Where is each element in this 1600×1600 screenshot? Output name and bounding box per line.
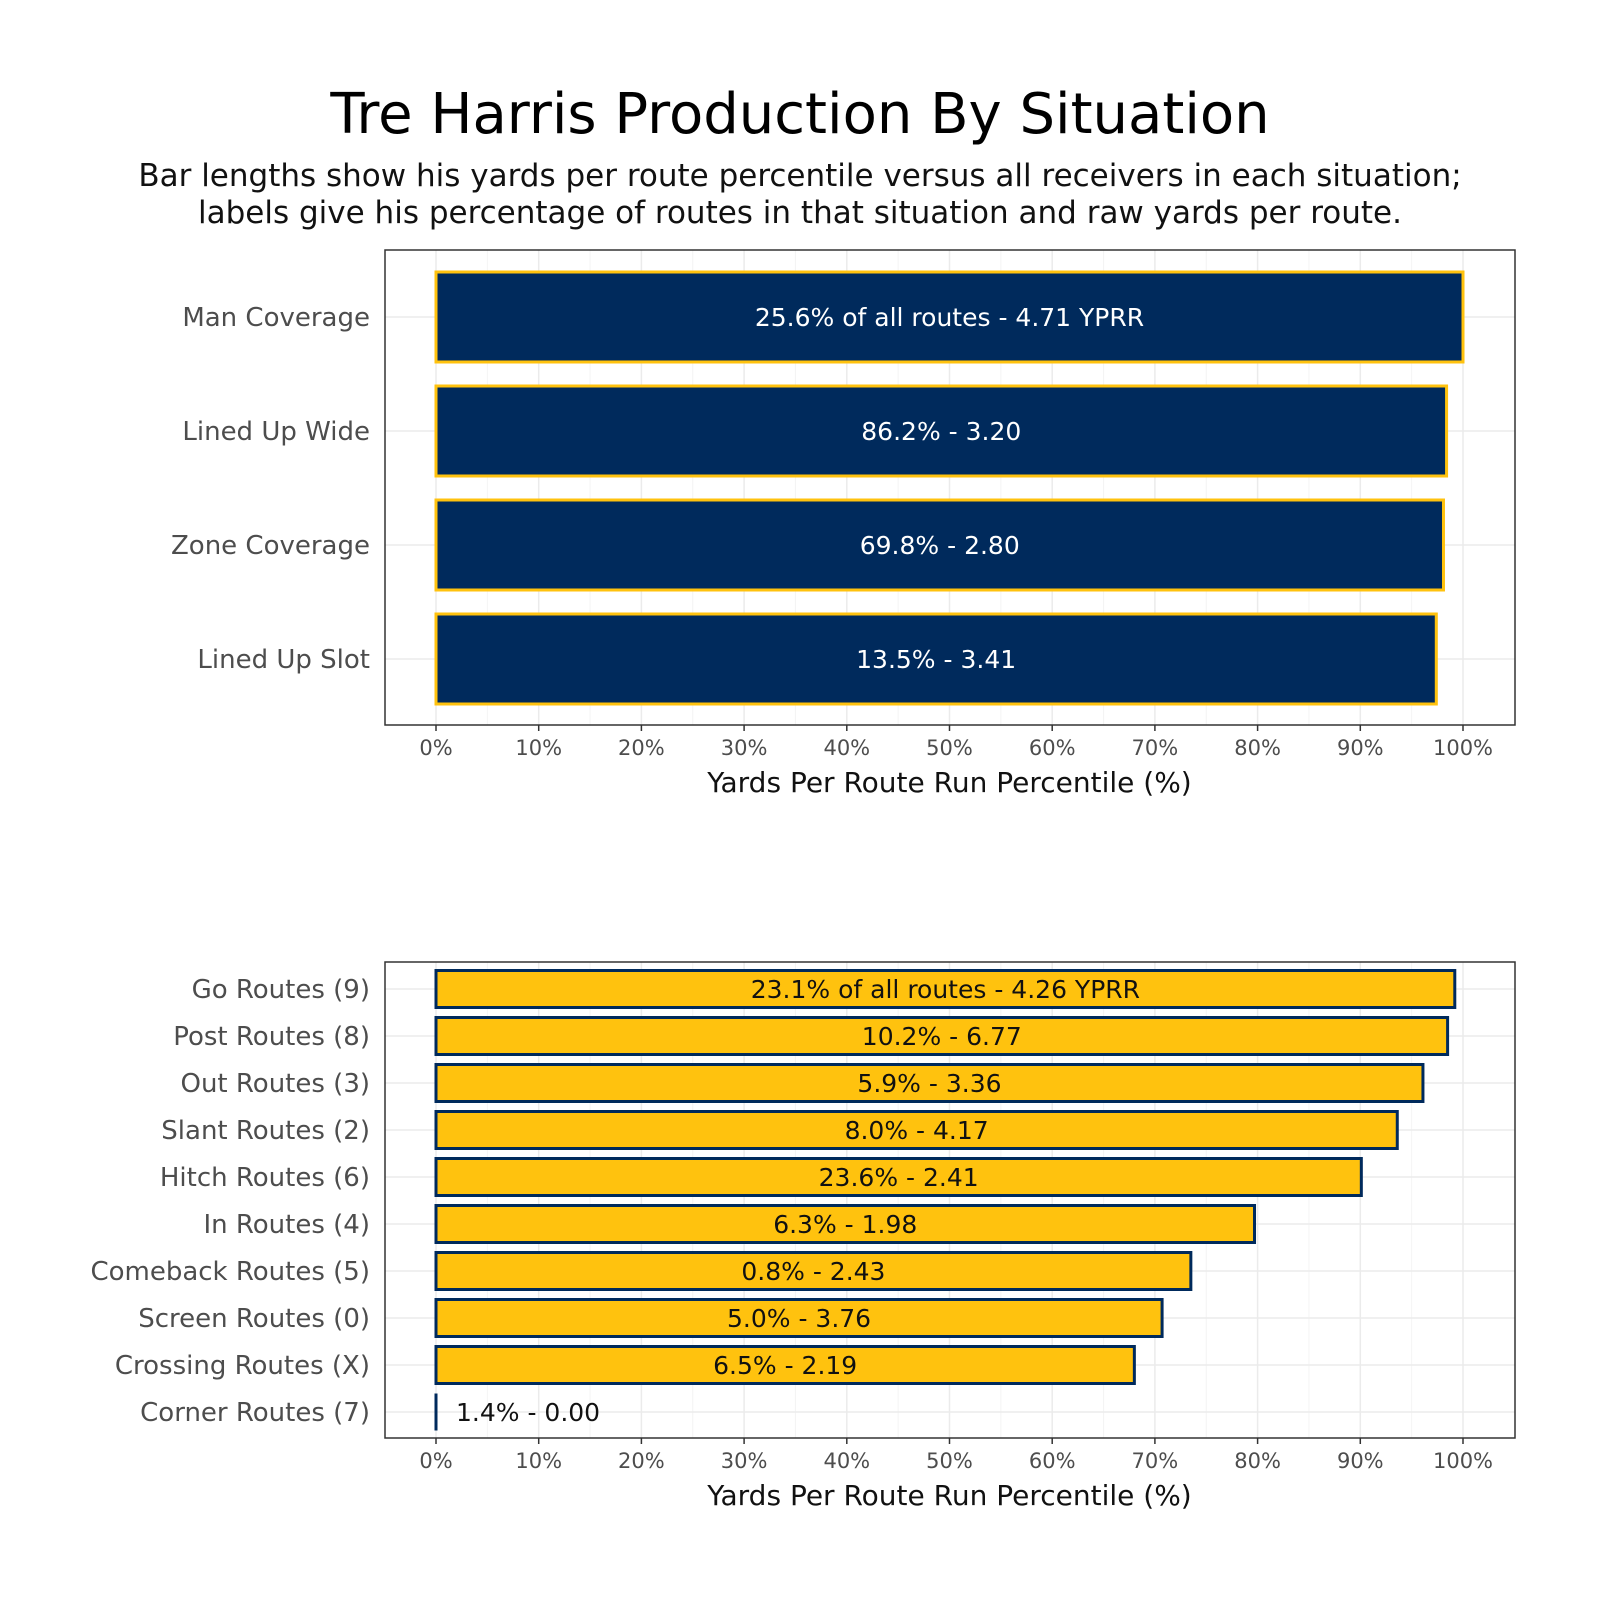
chart-title: Tre Harris Production By Situation xyxy=(330,82,1270,147)
panel1-x-tick-label: 100% xyxy=(1433,736,1493,760)
panel2-x-tick-label: 10% xyxy=(515,1449,562,1473)
panel1-bar xyxy=(434,270,1465,364)
panel2-bar-label: 8.0% - 4.17 xyxy=(845,1116,989,1145)
panel2-category-label: Screen Routes (0) xyxy=(138,1304,370,1334)
panel2-bar-label: 5.9% - 3.36 xyxy=(857,1069,1001,1098)
panel1-category-label: Lined Up Wide xyxy=(182,417,370,447)
panel2-category-label: Post Routes (8) xyxy=(173,1022,370,1052)
chart-subtitle-line-1: Bar lengths show his yards per route per… xyxy=(138,158,1462,194)
panel2-bar-label: 6.3% - 1.98 xyxy=(773,1210,917,1239)
panel1-bar-label: 25.6% of all routes - 4.71 YPRR xyxy=(755,303,1144,332)
panel1-bar xyxy=(434,498,1445,592)
panel2-bar xyxy=(434,1345,1136,1385)
panel1-bar-label: 13.5% - 3.41 xyxy=(856,645,1016,674)
panel2-x-axis-title: Yards Per Route Run Percentile (%) xyxy=(706,1479,1191,1512)
panel2-bar xyxy=(434,1204,1257,1244)
panel2-category-label: Hitch Routes (6) xyxy=(160,1163,370,1193)
panel1-category-label: Man Coverage xyxy=(182,303,370,333)
panel2-x-tick-label: 60% xyxy=(1029,1449,1076,1473)
panel2-x-tick-label: 70% xyxy=(1132,1449,1179,1473)
panel2-bar-label: 6.5% - 2.19 xyxy=(713,1351,857,1380)
panel1-bar xyxy=(434,384,1449,478)
panel1-bar-label: 69.8% - 2.80 xyxy=(860,531,1020,560)
panel2-bar-label: 5.0% - 3.76 xyxy=(727,1304,871,1333)
panel2-bar xyxy=(434,1298,1164,1338)
panel1-x-tick-label: 40% xyxy=(823,736,870,760)
panel2-category-label: Go Routes (9) xyxy=(192,975,370,1005)
panel1-x-tick-label: 60% xyxy=(1029,736,1076,760)
panel1-category-label: Lined Up Slot xyxy=(197,645,370,675)
panel2-bar-label: 23.1% of all routes - 4.26 YPRR xyxy=(751,975,1140,1004)
panel2-category-label: Corner Routes (7) xyxy=(140,1398,370,1428)
panel1-x-tick-label: 90% xyxy=(1337,736,1384,760)
panel1-x-tick-label: 70% xyxy=(1132,736,1179,760)
panel1-x-tick-label: 10% xyxy=(515,736,562,760)
panel1-bar xyxy=(434,612,1438,706)
panel2-bar-label: 23.6% - 2.41 xyxy=(819,1163,979,1192)
panel2-bar xyxy=(434,1016,1450,1056)
panel1-x-axis-title: Yards Per Route Run Percentile (%) xyxy=(706,766,1191,799)
panel2-x-tick-label: 30% xyxy=(721,1449,768,1473)
panel2-bar xyxy=(434,1251,1193,1291)
panel2-bar-label: 0.8% - 2.43 xyxy=(741,1257,885,1286)
panel2-x-tick-label: 20% xyxy=(618,1449,665,1473)
panel1-x-tick-label: 80% xyxy=(1234,736,1281,760)
panel2-x-tick-label: 80% xyxy=(1234,1449,1281,1473)
panel2-x-tick-label: 50% xyxy=(926,1449,973,1473)
panel2-bar xyxy=(434,1063,1425,1103)
panel1-x-tick-label: 20% xyxy=(618,736,665,760)
panel1-x-tick-label: 30% xyxy=(721,736,768,760)
panel2-category-label: Out Routes (3) xyxy=(180,1069,370,1099)
panel2-x-tick-label: 100% xyxy=(1433,1449,1493,1473)
panel2-x-tick-label: 90% xyxy=(1337,1449,1384,1473)
chart-subtitle-line-2: labels give his percentage of routes in … xyxy=(198,195,1402,231)
panel2-category-label: Slant Routes (2) xyxy=(161,1116,370,1146)
panel1-x-tick-label: 50% xyxy=(926,736,973,760)
panel2-bar xyxy=(434,1157,1363,1197)
panel1-x-tick-label: 0% xyxy=(419,736,452,760)
panel2-bar-label: 10.2% - 6.77 xyxy=(862,1022,1022,1051)
panel1-bar-label: 86.2% - 3.20 xyxy=(861,417,1021,446)
panel2-bar xyxy=(434,1110,1399,1150)
panel2-bar xyxy=(434,969,1457,1009)
panel2-bar-label: 1.4% - 0.00 xyxy=(456,1398,600,1427)
panel2-category-label: Comeback Routes (5) xyxy=(90,1257,370,1287)
panel1-category-label: Zone Coverage xyxy=(171,531,370,561)
panel2-category-label: Crossing Routes (X) xyxy=(115,1351,370,1381)
panel2-x-tick-label: 0% xyxy=(419,1449,452,1473)
panel2-x-tick-label: 40% xyxy=(823,1449,870,1473)
panel2-category-label: In Routes (4) xyxy=(203,1210,370,1240)
